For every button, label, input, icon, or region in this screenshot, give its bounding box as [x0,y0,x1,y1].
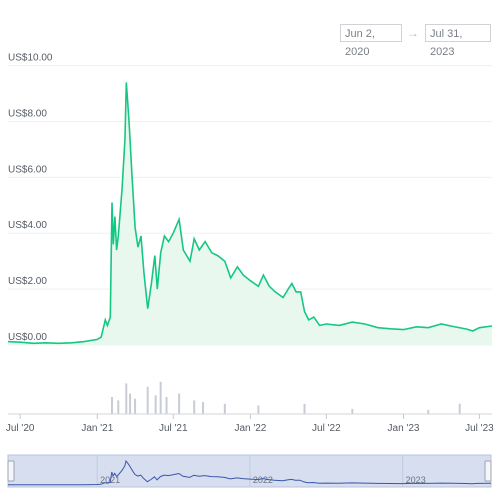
volume-bar [154,395,157,414]
volume-bar [303,403,306,414]
x-tick-label: Jan '22 [234,423,266,434]
x-tick-label: Jan '21 [81,423,113,434]
volume-bar [458,403,461,414]
navigator-left-handle[interactable] [7,460,15,482]
navigator-line [8,459,492,486]
y-tick-label: US$4.00 [8,220,47,231]
volume-bar [111,397,114,414]
volume-bar [165,397,168,414]
volume-bar [178,393,181,414]
volume-bars [111,381,461,414]
y-tick-label: US$0.00 [8,332,47,343]
range-arrow-icon: → [407,26,419,40]
volume-bar [129,393,132,414]
volume-bar [351,408,354,414]
volume-bar [134,398,137,414]
y-axis-labels: US$0.00 US$2.00 US$4.00 US$6.00 US$8.00 US$10… [8,53,53,343]
range-start-input[interactable]: Jun 2, 2020 [340,24,402,58]
x-tick-label: Jul '20 [6,423,35,434]
x-tick-label: Jan '23 [388,423,420,434]
y-tick-label: US$10.00 [8,53,53,64]
x-axis-ticks: Jul '20 Jan '21 Jul '21 Jan '22 Jul '22 Jan '… [6,414,494,434]
x-tick-label: Jul '23 [465,423,494,434]
volume-bar [223,403,226,414]
price-area [8,82,492,346]
volume-bar [125,383,128,414]
navigator-year-label: 2022 [253,475,273,485]
navigator-year-label: 2023 [406,475,426,485]
range-end-input[interactable]: Jul 31, 2023 [425,24,491,58]
volume-bar [257,405,260,414]
volume-bar [202,402,205,414]
x-tick-label: Jul '21 [159,423,188,434]
y-tick-label: US$8.00 [8,108,47,119]
volume-bar [159,381,162,414]
volume-bar [146,386,149,414]
y-tick-label: US$2.00 [8,276,47,287]
price-line [7,82,493,345]
navigator-right-handle[interactable] [484,460,492,482]
x-tick-label: Jul '22 [312,423,341,434]
navigator[interactable]: 2021 2022 2023 [7,454,492,488]
volume-bar [427,409,430,414]
y-tick-label: US$6.00 [8,164,47,175]
volume-bar [193,400,196,414]
volume-bar [117,400,120,414]
